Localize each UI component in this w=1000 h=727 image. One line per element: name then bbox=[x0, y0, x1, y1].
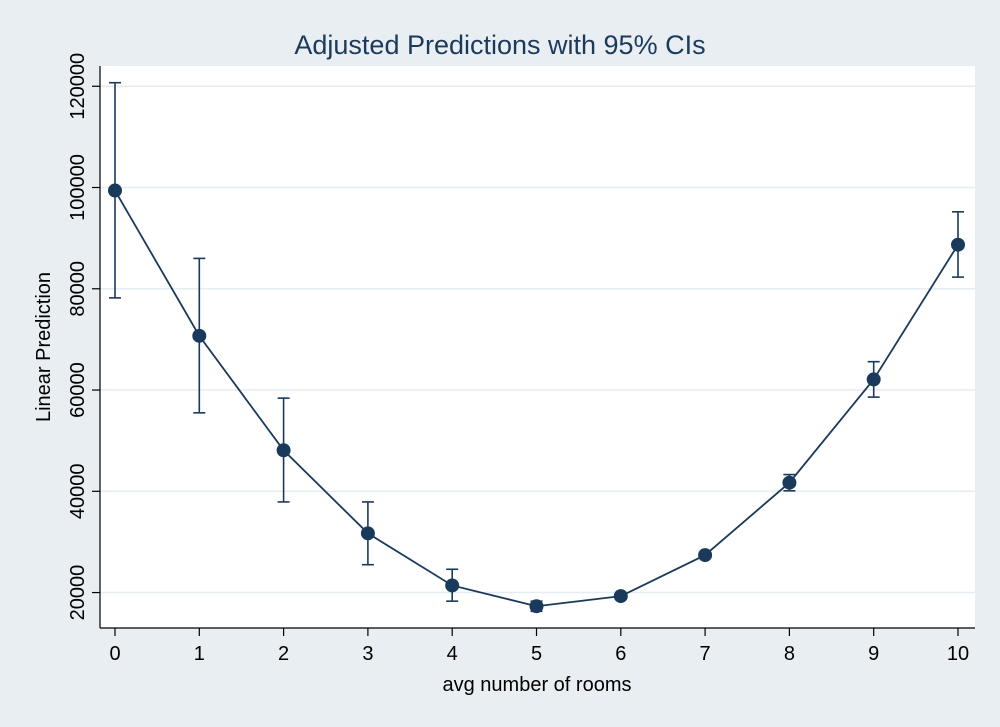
data-point-1 bbox=[192, 328, 207, 343]
data-point-8 bbox=[782, 475, 797, 490]
x-tick-label-3: 3 bbox=[362, 643, 373, 665]
data-point-7 bbox=[698, 548, 713, 563]
x-tick-label-1: 1 bbox=[194, 643, 205, 665]
series bbox=[108, 81, 965, 614]
data-point-5 bbox=[529, 599, 544, 614]
y-tick-label-4: 100000 bbox=[67, 154, 89, 221]
grid-lines bbox=[100, 85, 975, 594]
data-point-3 bbox=[360, 526, 375, 541]
x-tick-label-5: 5 bbox=[531, 643, 542, 665]
y-tick-label-1: 40000 bbox=[67, 463, 89, 519]
axes: 20000 40000 60000 80000 100000 120000 0 1 2 3 4 5 6 7… bbox=[67, 53, 975, 665]
y-tick-label-0: 20000 bbox=[67, 565, 89, 621]
y-axis-title: Linear Prediction bbox=[33, 272, 55, 422]
data-point-6 bbox=[613, 589, 628, 604]
x-tick-label-4: 4 bbox=[447, 643, 458, 665]
plot-area bbox=[100, 66, 975, 628]
data-point-9 bbox=[866, 372, 881, 387]
x-tick-label-2: 2 bbox=[278, 643, 289, 665]
data-point-0 bbox=[108, 183, 122, 198]
x-tick-label-0: 0 bbox=[109, 643, 120, 665]
data-point-10 bbox=[951, 237, 965, 252]
x-tick-label-10: 10 bbox=[947, 643, 969, 665]
y-tick-label-2: 60000 bbox=[67, 362, 89, 418]
chart-title: Adjusted Predictions with 95% CIs bbox=[294, 30, 705, 60]
data-point-4 bbox=[445, 578, 460, 593]
x-axis-title: avg number of rooms bbox=[443, 674, 632, 696]
x-tick-label-8: 8 bbox=[784, 643, 795, 665]
y-tick-label-3: 80000 bbox=[67, 261, 89, 317]
data-point-2 bbox=[276, 443, 291, 458]
y-tick-label-5: 120000 bbox=[67, 53, 89, 120]
x-tick-label-9: 9 bbox=[868, 643, 879, 665]
x-tick-label-7: 7 bbox=[700, 643, 711, 665]
x-tick-label-6: 6 bbox=[615, 643, 626, 665]
